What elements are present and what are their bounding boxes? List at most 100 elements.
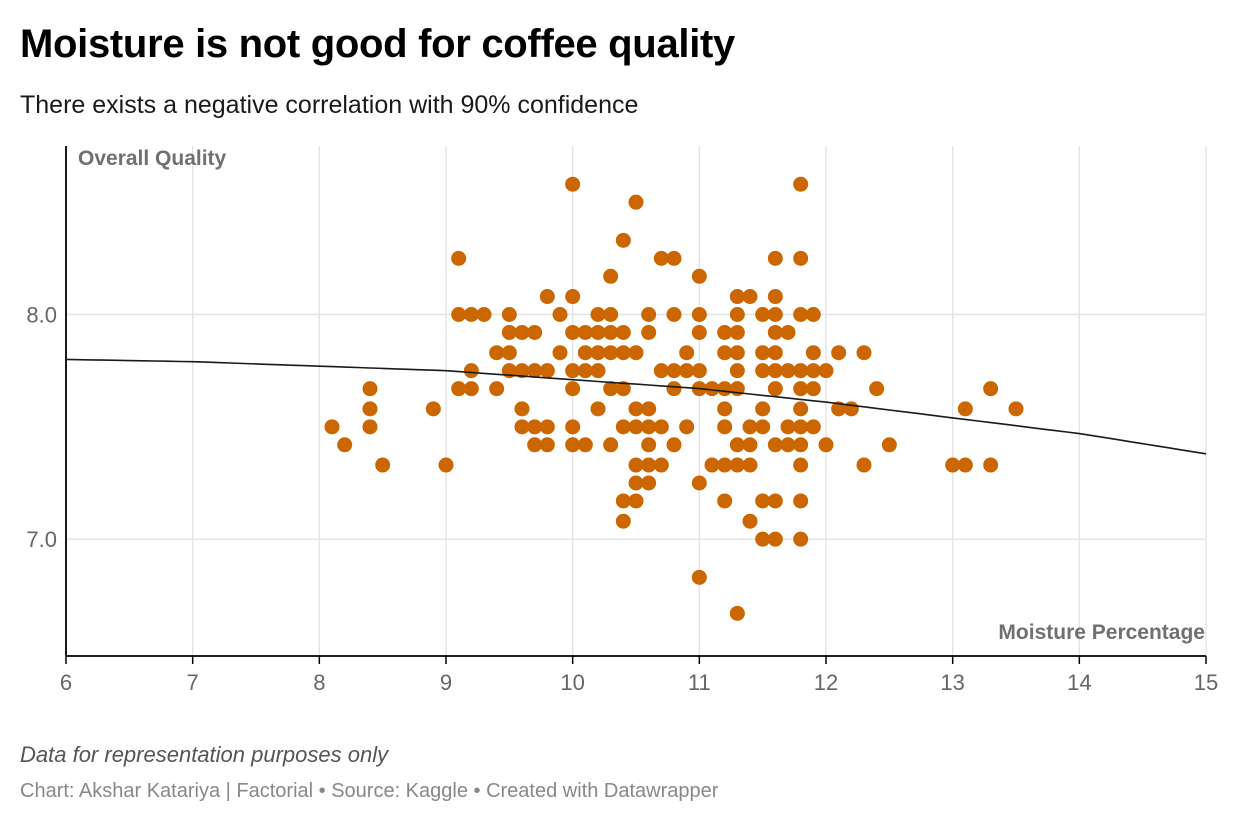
data-point xyxy=(755,401,771,417)
data-point xyxy=(818,437,834,453)
data-point xyxy=(603,381,619,397)
data-point xyxy=(653,250,669,266)
data-point xyxy=(451,381,467,397)
x-tick-label: 12 xyxy=(814,670,838,695)
x-axis-label: Moisture Percentage xyxy=(998,621,1205,644)
data-point xyxy=(691,475,707,491)
data-point xyxy=(793,531,809,547)
data-point xyxy=(653,363,669,379)
data-point xyxy=(691,268,707,284)
data-point xyxy=(717,419,733,435)
data-point xyxy=(755,345,771,361)
data-point xyxy=(615,324,631,340)
data-point xyxy=(539,437,555,453)
data-point xyxy=(729,345,745,361)
data-point xyxy=(805,345,821,361)
data-point xyxy=(603,307,619,323)
data-point xyxy=(717,401,733,417)
data-point xyxy=(514,419,530,435)
data-point xyxy=(780,363,796,379)
data-point xyxy=(641,419,657,435)
data-point xyxy=(729,324,745,340)
data-point xyxy=(793,250,809,266)
y-axis-label: Overall Quality xyxy=(78,147,227,170)
data-point xyxy=(957,457,973,473)
data-point xyxy=(501,307,517,323)
data-point xyxy=(691,363,707,379)
data-point xyxy=(615,381,631,397)
data-point xyxy=(628,457,644,473)
data-point xyxy=(641,401,657,417)
data-point xyxy=(856,457,872,473)
data-point xyxy=(691,307,707,323)
data-point xyxy=(983,457,999,473)
data-point xyxy=(717,345,733,361)
data-point xyxy=(451,250,467,266)
grid-layer xyxy=(66,146,1207,656)
data-point xyxy=(539,419,555,435)
data-point xyxy=(805,363,821,379)
data-point xyxy=(742,513,758,529)
data-point xyxy=(603,268,619,284)
data-point xyxy=(628,345,644,361)
data-point xyxy=(666,307,682,323)
data-point xyxy=(653,457,669,473)
data-point xyxy=(539,363,555,379)
data-point xyxy=(767,437,783,453)
data-point xyxy=(615,513,631,529)
points-layer xyxy=(324,176,1024,621)
data-point xyxy=(565,176,581,192)
data-point xyxy=(831,345,847,361)
data-point xyxy=(527,363,543,379)
axis-layer: 6 7 8 9 10 11 12 13 14 15 7.0 8.0 xyxy=(26,146,1218,695)
data-point xyxy=(742,457,758,473)
data-point xyxy=(476,307,492,323)
data-point xyxy=(362,419,378,435)
data-point xyxy=(641,475,657,491)
data-point xyxy=(717,457,733,473)
data-point xyxy=(729,457,745,473)
data-point xyxy=(628,401,644,417)
data-point xyxy=(767,531,783,547)
data-point xyxy=(603,345,619,361)
data-point xyxy=(742,419,758,435)
data-point xyxy=(615,232,631,248)
data-point xyxy=(565,363,581,379)
data-point xyxy=(793,363,809,379)
data-point xyxy=(717,493,733,509)
data-point xyxy=(590,401,606,417)
data-point xyxy=(552,345,568,361)
data-point xyxy=(527,437,543,453)
data-point xyxy=(729,289,745,305)
data-point xyxy=(767,250,783,266)
data-point xyxy=(590,324,606,340)
data-point xyxy=(324,419,340,435)
footer-credit: Chart: Akshar Katariya | Factorial • Sou… xyxy=(20,780,719,802)
data-point xyxy=(463,381,479,397)
chart-subtitle: There exists a negative correlation with… xyxy=(20,91,639,119)
footer-note: Data for representation purposes only xyxy=(20,742,389,767)
data-point xyxy=(755,493,771,509)
y-tick-label: 8.0 xyxy=(26,303,57,328)
data-point xyxy=(451,307,467,323)
data-point xyxy=(869,381,885,397)
x-tick-label: 9 xyxy=(440,670,452,695)
data-point xyxy=(704,381,720,397)
data-point xyxy=(856,345,872,361)
data-point xyxy=(666,250,682,266)
data-point xyxy=(793,457,809,473)
data-point xyxy=(565,324,581,340)
data-point xyxy=(615,345,631,361)
data-point xyxy=(666,381,682,397)
data-point xyxy=(793,307,809,323)
data-point xyxy=(628,493,644,509)
data-point xyxy=(704,457,720,473)
data-point xyxy=(1008,401,1024,417)
data-point xyxy=(590,363,606,379)
data-point xyxy=(463,363,479,379)
data-point xyxy=(793,493,809,509)
data-point xyxy=(501,345,517,361)
data-point xyxy=(577,437,593,453)
data-point xyxy=(767,363,783,379)
data-point xyxy=(463,307,479,323)
